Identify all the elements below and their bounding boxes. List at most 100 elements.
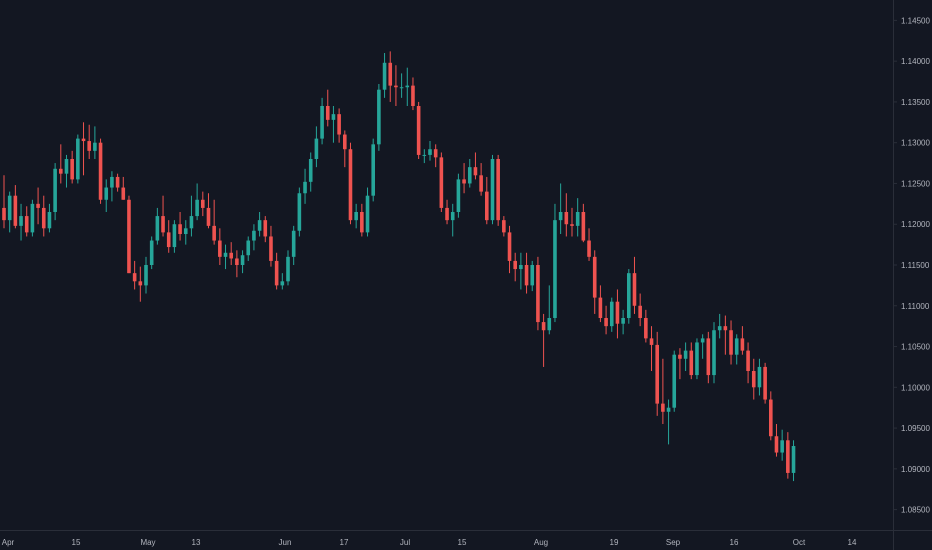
candle-body xyxy=(104,187,109,200)
candle-body xyxy=(127,199,131,274)
candle xyxy=(47,203,52,233)
candle xyxy=(394,65,398,106)
y-tick-label: 1.09000 xyxy=(901,465,930,474)
candle xyxy=(240,250,245,274)
candle xyxy=(201,191,205,217)
x-tick-label: May xyxy=(140,538,155,547)
candle xyxy=(212,199,216,245)
x-tick-label: Aug xyxy=(534,538,548,547)
candle-body xyxy=(678,354,682,359)
candle xyxy=(416,101,421,159)
candle-body xyxy=(706,338,711,376)
candle-body xyxy=(712,330,716,376)
candle-body xyxy=(263,220,268,237)
candle xyxy=(371,138,375,202)
candle-body xyxy=(252,230,256,241)
candle xyxy=(269,225,273,267)
candle-body xyxy=(627,273,631,318)
y-axis[interactable]: 1.14500 1.14000 1.13500 1.13000 1.12500 1.120… xyxy=(893,16,930,515)
candle xyxy=(672,350,677,412)
candle-body xyxy=(87,141,91,151)
candle-body xyxy=(405,85,410,88)
candle xyxy=(621,309,625,335)
candle-body xyxy=(59,168,63,174)
candle xyxy=(195,183,199,221)
candle xyxy=(257,212,262,237)
candle-body xyxy=(218,240,222,257)
candle xyxy=(405,67,410,106)
candle-body xyxy=(235,258,239,265)
candle xyxy=(30,199,35,237)
candle xyxy=(598,285,603,323)
candle xyxy=(575,198,580,237)
candle xyxy=(314,126,319,168)
candle xyxy=(450,203,455,237)
candle-body xyxy=(178,224,182,235)
candle xyxy=(553,203,557,323)
candle xyxy=(399,73,404,98)
candle xyxy=(325,89,330,127)
candle xyxy=(587,228,591,261)
candle xyxy=(467,159,472,188)
candle xyxy=(149,236,154,270)
candle-body xyxy=(547,318,552,331)
candle-body xyxy=(325,106,330,120)
candle-body xyxy=(155,216,160,241)
candle xyxy=(382,53,387,98)
y-tick-label: 1.10000 xyxy=(901,383,930,392)
candle-body xyxy=(422,154,427,156)
candle-body xyxy=(70,159,74,180)
candle xyxy=(297,187,302,237)
candle-body xyxy=(536,265,540,323)
candle xyxy=(456,173,461,218)
candle-body xyxy=(411,85,415,106)
y-tick-label: 1.13500 xyxy=(901,98,930,107)
candle-body xyxy=(791,446,796,473)
candle-body xyxy=(689,350,694,376)
y-tick-label: 1.10500 xyxy=(901,343,930,352)
candle xyxy=(161,195,165,237)
x-axis[interactable]: Apr 15 May 13 Jun 17 Jul 15 Aug 19 Sep 16 Oct 14 xyxy=(2,538,857,547)
candle-body xyxy=(13,195,18,226)
candle-body xyxy=(47,212,52,229)
candle xyxy=(354,203,358,229)
candle xyxy=(609,297,614,332)
candle-body xyxy=(575,212,580,226)
candle-body xyxy=(360,212,364,233)
candle xyxy=(291,225,296,265)
x-tick-label: Jun xyxy=(279,538,292,547)
candle-body xyxy=(206,207,211,226)
candle-body xyxy=(723,326,728,331)
candle xyxy=(365,187,370,237)
candle xyxy=(683,342,688,371)
candle xyxy=(746,342,750,384)
candle xyxy=(19,203,23,241)
y-tick-label: 1.12500 xyxy=(901,179,930,188)
candle-body xyxy=(98,142,103,200)
candle xyxy=(348,142,353,225)
candle xyxy=(64,154,69,188)
candle xyxy=(502,216,506,237)
candle xyxy=(206,193,211,229)
candle-body xyxy=(41,207,46,229)
candle xyxy=(280,273,285,290)
candle xyxy=(223,244,228,270)
candle xyxy=(751,358,756,400)
candle xyxy=(462,163,466,194)
candle-body xyxy=(314,138,319,159)
candle xyxy=(263,216,268,243)
candle xyxy=(331,106,336,143)
candle-body xyxy=(303,181,307,194)
candle-body xyxy=(615,301,620,324)
candle xyxy=(13,185,18,229)
x-tick-label: Jul xyxy=(400,538,410,547)
candle xyxy=(695,338,699,380)
candle xyxy=(274,252,279,290)
candle xyxy=(530,260,535,292)
candle xyxy=(87,124,91,159)
candle-body xyxy=(53,168,57,212)
candle-body xyxy=(280,281,285,286)
candle xyxy=(189,195,194,237)
candle-body xyxy=(485,191,489,221)
